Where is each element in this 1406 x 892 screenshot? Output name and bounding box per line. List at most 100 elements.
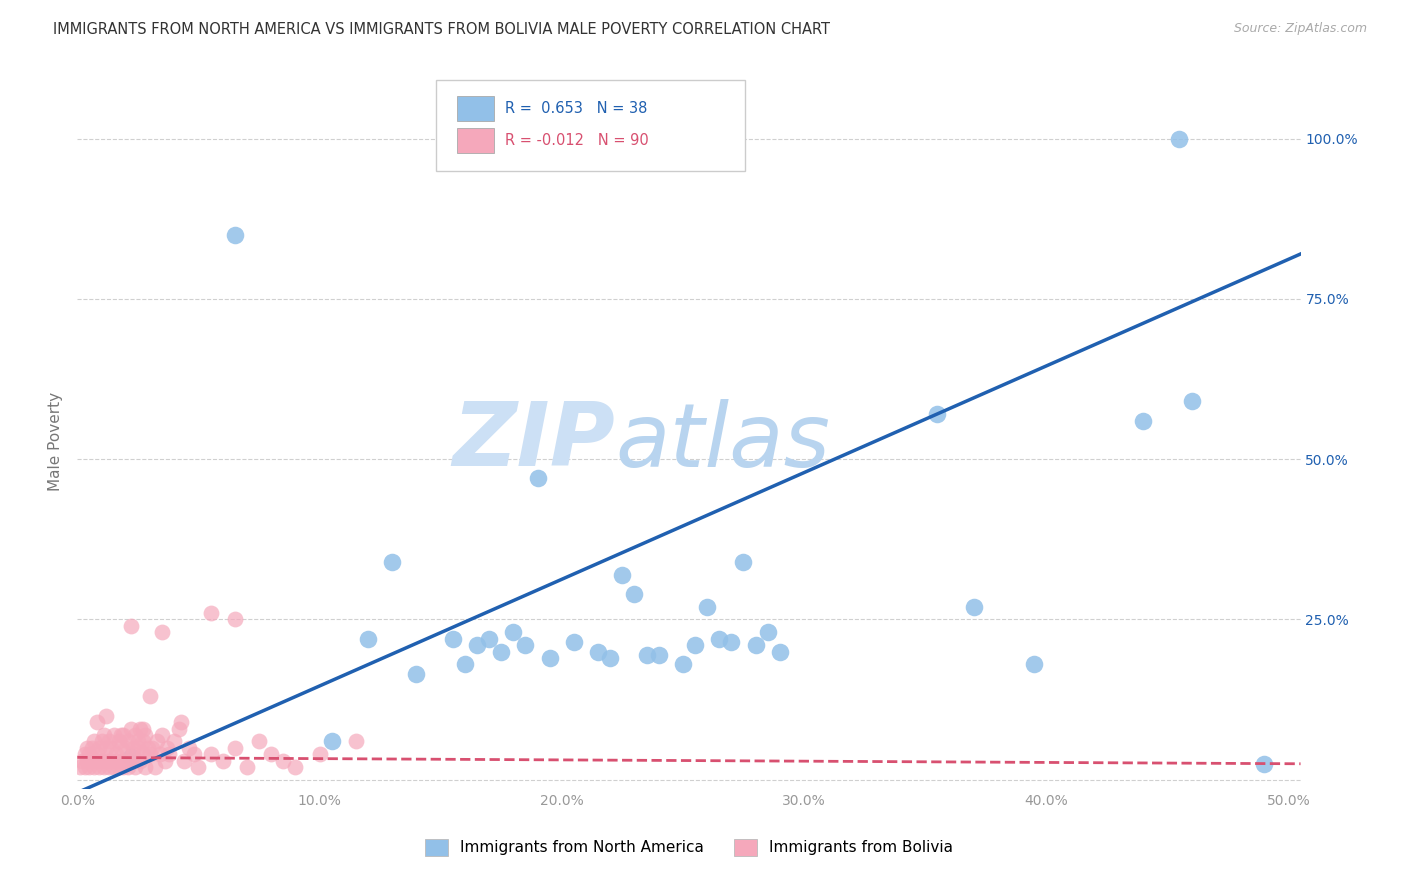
Point (73, 747, 96, 761)
Text: ZIP: ZIP (453, 398, 616, 485)
Text: R = -0.012   N = 90: R = -0.012 N = 90 (505, 134, 648, 148)
Point (105, 747, 128, 761)
Point (150, 625, 173, 640)
Point (623, 587, 645, 601)
Point (103, 728, 125, 742)
Point (112, 760, 135, 774)
Point (538, 651, 561, 665)
Point (1022, 657, 1045, 672)
Point (89, 760, 111, 774)
Point (163, 734, 186, 748)
Point (120, 722, 142, 736)
Point (149, 747, 172, 761)
Point (124, 760, 146, 774)
Point (405, 667, 427, 681)
Point (636, 648, 658, 662)
Point (141, 740, 163, 755)
Point (96, 740, 118, 755)
Point (187, 760, 209, 774)
Point (120, 750, 142, 764)
Point (236, 760, 259, 774)
Point (321, 734, 343, 748)
Text: atlas: atlas (616, 399, 831, 484)
Point (86, 754, 108, 768)
Point (96, 708, 118, 723)
Point (465, 638, 488, 652)
Point (79, 747, 101, 761)
Point (86, 715, 108, 730)
Point (586, 644, 609, 658)
Point (105, 754, 128, 768)
Point (132, 734, 155, 748)
Point (720, 635, 742, 649)
Point (170, 715, 193, 730)
Point (76, 740, 98, 755)
Point (599, 651, 621, 665)
Point (562, 635, 585, 649)
Point (200, 606, 222, 620)
Point (271, 754, 294, 768)
Point (515, 638, 537, 652)
Text: Source: ZipAtlas.com: Source: ZipAtlas.com (1233, 22, 1367, 36)
Point (80, 740, 103, 755)
Point (120, 754, 142, 768)
Point (1132, 414, 1154, 428)
Point (733, 555, 755, 569)
Point (93, 728, 115, 742)
Point (97, 734, 120, 748)
Legend: Immigrants from North America, Immigrants from Bolivia: Immigrants from North America, Immigrant… (419, 833, 959, 862)
Point (112, 728, 135, 742)
Point (70, 754, 93, 768)
Point (89, 740, 111, 755)
Point (183, 747, 205, 761)
Point (120, 619, 142, 633)
Point (90, 754, 112, 768)
Point (110, 728, 132, 742)
Point (100, 740, 122, 755)
Point (1168, 131, 1191, 145)
Point (134, 728, 156, 742)
Point (83, 760, 105, 774)
Point (756, 625, 779, 640)
Point (136, 740, 159, 755)
Point (103, 760, 125, 774)
Point (107, 760, 129, 774)
Point (114, 740, 136, 755)
Point (156, 740, 179, 755)
Point (177, 740, 200, 755)
Point (122, 747, 145, 761)
Point (90, 734, 112, 748)
Text: R =  0.653   N = 38: R = 0.653 N = 38 (505, 102, 647, 116)
Point (86, 747, 108, 761)
Text: IMMIGRANTS FROM NORTH AMERICA VS IMMIGRANTS FROM BOLIVIA MALE POVERTY CORRELATIO: IMMIGRANTS FROM NORTH AMERICA VS IMMIGRA… (53, 22, 831, 37)
Point (129, 754, 152, 768)
Point (122, 740, 145, 755)
Point (489, 644, 512, 658)
Point (200, 747, 222, 761)
Point (110, 754, 132, 768)
Point (80, 754, 103, 768)
Point (83, 734, 105, 748)
Point (110, 740, 132, 755)
Point (150, 728, 173, 742)
Point (381, 555, 404, 569)
Point (124, 728, 146, 742)
Point (100, 754, 122, 768)
Point (441, 632, 464, 646)
Point (129, 722, 152, 736)
Point (284, 760, 307, 774)
Point (224, 612, 246, 626)
Point (357, 632, 380, 646)
Point (167, 722, 190, 736)
Point (96, 754, 118, 768)
Point (76, 754, 98, 768)
Point (962, 599, 984, 614)
Point (153, 754, 176, 768)
Point (672, 657, 695, 672)
Point (927, 407, 949, 421)
Point (260, 747, 283, 761)
Point (247, 734, 270, 748)
Point (1253, 756, 1275, 771)
Point (344, 734, 367, 748)
Point (139, 690, 162, 704)
